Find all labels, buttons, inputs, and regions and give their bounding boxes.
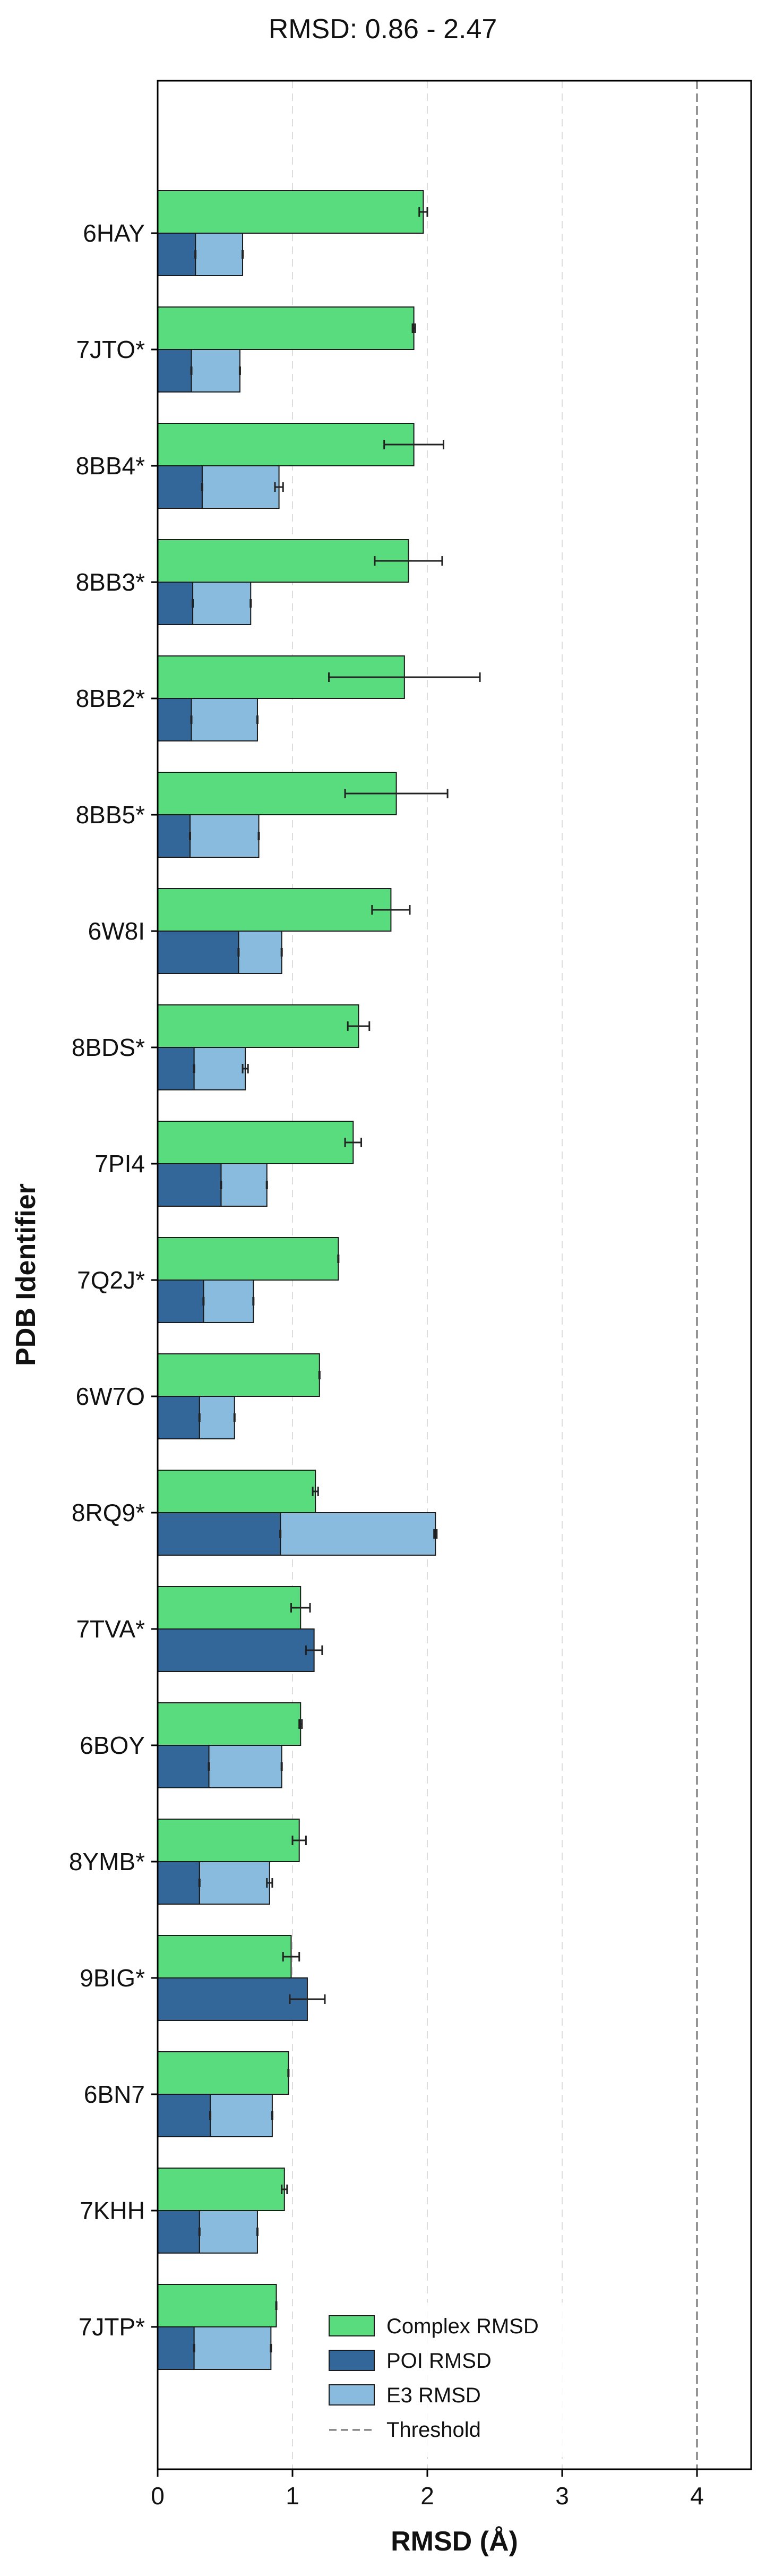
x-ticks: 0 1 2 3 4 — [151, 2469, 704, 2510]
poi-rmsd-bar — [157, 814, 191, 858]
y-tick-label: 7TVA* — [76, 1615, 145, 1643]
poi-rmsd-bar — [157, 2094, 211, 2137]
legend-swatch — [329, 2315, 375, 2336]
x-tick-label: 2 — [420, 2482, 434, 2510]
legend-label: E3 RMSD — [386, 2384, 481, 2407]
poi-rmsd-bar — [157, 465, 203, 509]
e3-rmsd-bar — [191, 698, 258, 741]
y-tick-label: 6BN7 — [84, 2080, 145, 2108]
y-tick-label: 9BIG* — [80, 1964, 145, 1992]
y-tick-label: 8BDS* — [72, 1034, 145, 1061]
complex-rmsd-bar — [157, 306, 415, 350]
legend-swatch — [329, 2350, 375, 2371]
y-tick-label: 7PI4 — [94, 1150, 145, 1178]
e3-rmsd-bar — [210, 2094, 273, 2137]
complex-rmsd-bar — [157, 1121, 354, 1164]
complex-rmsd-bar — [157, 1470, 316, 1513]
poi-rmsd-bar — [157, 1280, 204, 1323]
poi-rmsd-bar — [157, 1047, 195, 1090]
y-tick-label: 7JTP* — [79, 2313, 145, 2341]
y-tick-label: 7KHH — [80, 2197, 145, 2224]
y-tick-label: 6HAY — [83, 219, 145, 247]
poi-rmsd-bar — [157, 2210, 200, 2254]
e3-rmsd-bar — [195, 233, 244, 276]
e3-rmsd-bar — [191, 349, 240, 393]
y-tick-label: 6W7O — [76, 1383, 145, 1410]
e3-rmsd-bar — [208, 1745, 282, 1788]
chart-title: RMSD: 0.86 - 2.47 — [269, 14, 497, 45]
y-ticks: 6HAY 7JTO* 8BB4* 8BB3* 8BB2* 8BB5* 6W8I 8BDS* 7P… — [69, 219, 158, 2341]
e3-rmsd-bar — [193, 1047, 246, 1090]
y-tick-label: 8BB2* — [76, 685, 145, 712]
y-tick-label: 8BB3* — [76, 568, 145, 596]
y-tick-label: 8BB5* — [76, 801, 145, 829]
complex-rmsd-bar — [157, 1004, 359, 1048]
complex-rmsd-bar — [157, 1702, 302, 1746]
y-tick-label: 7Q2J* — [77, 1266, 145, 1294]
complex-rmsd-bar — [157, 1237, 339, 1281]
poi-rmsd-bar — [157, 582, 194, 625]
poi-rmsd-bar — [157, 1977, 308, 2021]
e3-rmsd-bar — [189, 814, 260, 858]
poi-rmsd-bar — [157, 233, 196, 276]
poi-rmsd-bar — [157, 1396, 200, 1439]
y-axis-label: PDB Identifier — [11, 1183, 41, 1366]
poi-rmsd-bar — [157, 931, 239, 974]
complex-rmsd-bar — [157, 423, 415, 466]
poi-rmsd-bar — [157, 2326, 195, 2370]
x-axis-label: RMSD (Å) — [391, 2526, 518, 2557]
poi-rmsd-bar — [157, 1163, 222, 1207]
legend: Complex RMSD POI RMSD E3 RMSD Threshold — [316, 2302, 581, 2457]
legend-label: POI RMSD — [386, 2349, 492, 2373]
legend-label: Threshold — [386, 2418, 481, 2442]
y-tick-label: 6W8I — [88, 917, 145, 945]
e3-rmsd-bar — [193, 2326, 272, 2370]
poi-rmsd-bar — [157, 1861, 200, 1905]
complex-rmsd-bar — [157, 2284, 277, 2327]
e3-rmsd-bar — [203, 1280, 254, 1323]
e3-rmsd-bar — [280, 1512, 436, 1556]
y-tick-label: 7JTO* — [76, 336, 145, 363]
e3-rmsd-bar — [199, 2210, 258, 2254]
x-tick-label: 3 — [555, 2482, 569, 2510]
x-tick-label: 1 — [286, 2482, 299, 2510]
e3-rmsd-bar — [220, 1163, 268, 1207]
x-tick-label: 4 — [690, 2482, 704, 2510]
e3-rmsd-bar — [192, 582, 252, 625]
bars-layer — [157, 190, 481, 2370]
poi-rmsd-bar — [157, 1745, 210, 1788]
e3-rmsd-bar — [201, 465, 280, 509]
complex-rmsd-bar — [157, 190, 424, 234]
complex-rmsd-bar — [157, 2051, 289, 2095]
y-tick-label: 8RQ9* — [72, 1499, 145, 1526]
legend-label: Complex RMSD — [386, 2315, 539, 2338]
e3-rmsd-bar — [199, 1861, 270, 1905]
plot-frame — [157, 80, 752, 2470]
poi-rmsd-bar — [157, 698, 192, 741]
y-tick-label: 8YMB* — [69, 1848, 145, 1875]
complex-rmsd-bar — [157, 1586, 302, 1630]
legend-swatch — [329, 2384, 375, 2406]
complex-rmsd-bar — [157, 1353, 320, 1397]
y-tick-label: 8BB4* — [76, 452, 145, 480]
complex-rmsd-bar — [157, 1819, 300, 1862]
y-tick-label: 6BOY — [80, 1731, 145, 1759]
complex-rmsd-bar — [157, 888, 392, 932]
e3-rmsd-bar — [238, 931, 282, 974]
complex-rmsd-bar — [157, 2168, 285, 2211]
grid-layer — [292, 81, 563, 2469]
poi-rmsd-bar — [157, 349, 192, 393]
e3-rmsd-bar — [199, 1396, 235, 1439]
x-tick-label: 0 — [151, 2482, 165, 2510]
complex-rmsd-bar — [157, 1935, 292, 1978]
poi-rmsd-bar — [157, 1628, 315, 1672]
poi-rmsd-bar — [157, 1512, 281, 1556]
complex-rmsd-bar — [157, 539, 409, 583]
